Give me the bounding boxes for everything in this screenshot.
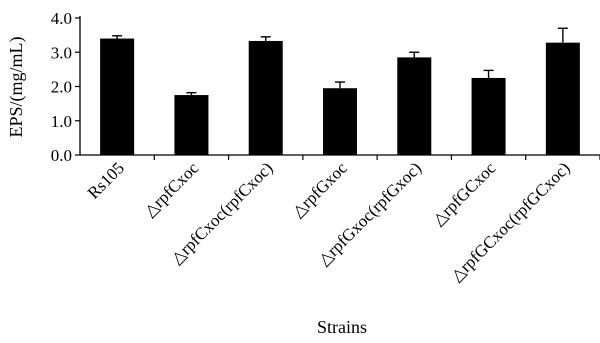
y-tick-label: 1.0 (51, 112, 72, 131)
x-tick-label: Rs105 (84, 158, 128, 202)
x-tick-label: △rpfGxoc (288, 158, 351, 221)
x-axis-title: Strains (317, 317, 367, 337)
bar (248, 40, 283, 156)
y-tick-label: 0.0 (51, 146, 72, 165)
bar (545, 42, 580, 155)
bar (100, 38, 135, 155)
y-tick-label: 3.0 (51, 43, 72, 62)
error-bars (112, 27, 568, 96)
bar (471, 77, 506, 155)
x-tick-label: △rpfGCxoc (429, 158, 500, 229)
x-tick-label: △rpfCxoc (140, 158, 202, 220)
y-tick-label: 4.0 (51, 9, 72, 28)
y-axis-title: EPS/(mg/mL) (6, 36, 27, 137)
bar (174, 95, 209, 155)
bar (397, 57, 432, 156)
bars (100, 38, 580, 156)
y-axis-ticks: 0.0 1.0 2.0 3.0 4.0 (51, 9, 80, 165)
x-axis-ticks: Rs105 △rpfCxoc△rpfCxoc(rpfCxoc) △rpfGxoc△r… (84, 155, 600, 285)
y-tick-label: 2.0 (51, 78, 72, 97)
bar (323, 88, 357, 155)
